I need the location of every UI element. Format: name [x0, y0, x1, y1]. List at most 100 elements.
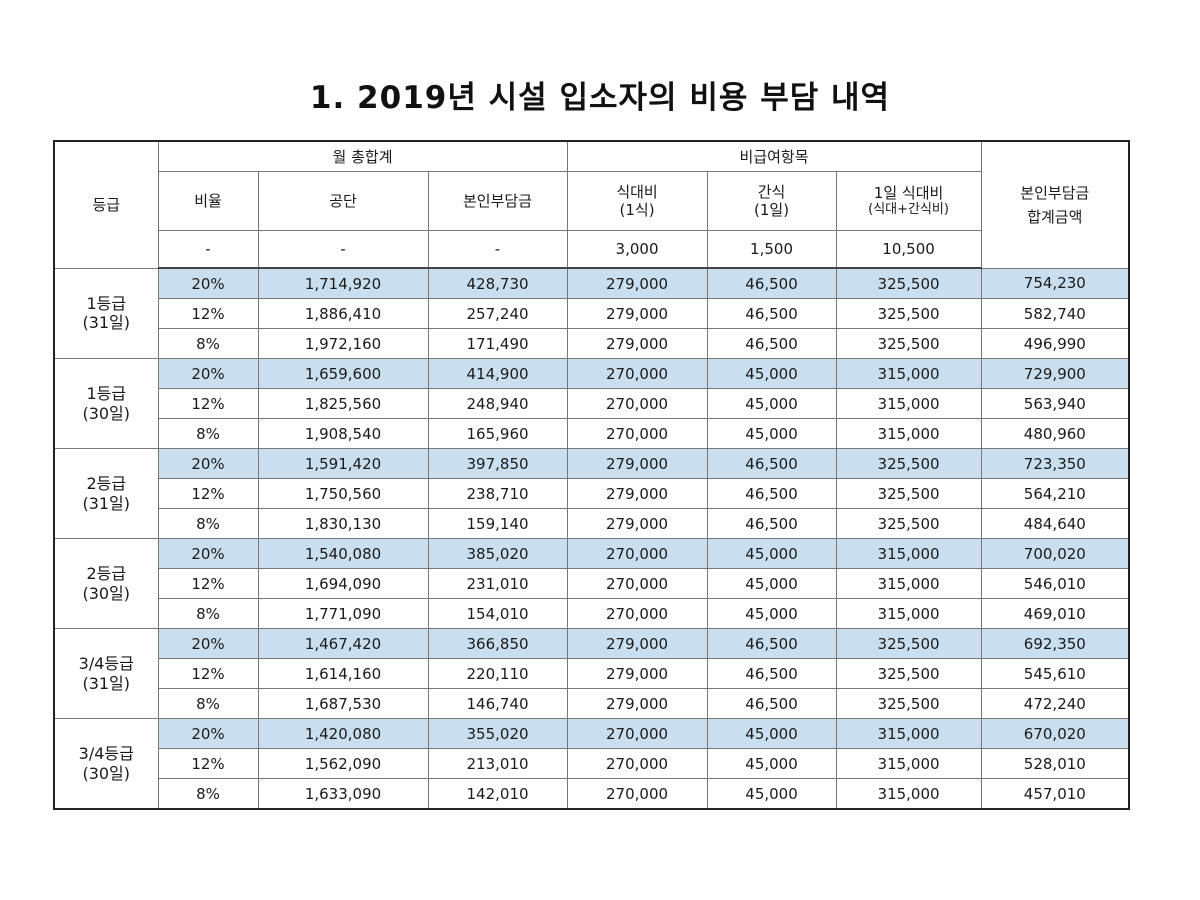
grade-days: (31일)	[82, 313, 131, 333]
meal-cell: 270,000	[566, 748, 708, 779]
cost-table: 등급 월 총합계 비급여항목 본인부담금 합계금액 비율 공단 본인부담금 식대…	[53, 140, 1131, 810]
header-total: 본인부담금 합계금액	[980, 140, 1130, 269]
gongdan-cell: 1,659,600	[257, 358, 429, 389]
snack-cell: 46,500	[706, 298, 837, 329]
unit-self-pay: -	[427, 230, 568, 269]
header-meal: 식대비 (1식)	[566, 171, 708, 231]
total-cell: 546,010	[980, 568, 1130, 599]
table-row: 8% 1,633,090 142,010 270,000 45,000 315,000 45…	[54, 778, 1130, 810]
self-pay-cell: 428,730	[427, 267, 568, 299]
gongdan-cell: 1,614,160	[257, 658, 429, 689]
ratio-cell: 8%	[157, 778, 259, 810]
header-grade: 등급	[53, 140, 159, 269]
grade-label: 3/4등급	[78, 654, 134, 674]
snack-cell: 45,000	[706, 748, 837, 779]
daily-cell: 315,000	[835, 568, 982, 599]
self-pay-cell: 142,010	[427, 778, 568, 810]
meal-cell: 270,000	[566, 568, 708, 599]
total-cell: 582,740	[980, 298, 1130, 329]
grade-cell: 1등급 (31일)	[53, 267, 159, 359]
table-row: 8% 1,771,090 154,010 270,000 45,000 315,000 46…	[54, 598, 1130, 629]
total-cell: 723,350	[980, 448, 1130, 479]
table-row: 8% 1,972,160 171,490 279,000 46,500 325,500 49…	[54, 328, 1130, 359]
daily-cell: 315,000	[835, 538, 982, 569]
grade-days: (30일)	[82, 583, 131, 603]
ratio-cell: 20%	[157, 358, 259, 389]
table-row: 12% 1,750,560 238,710 279,000 46,500 325,500 5…	[54, 478, 1130, 509]
unit-gongdan: -	[257, 230, 429, 269]
total-cell: 545,610	[980, 658, 1130, 689]
self-pay-cell: 220,110	[427, 658, 568, 689]
ratio-cell: 8%	[157, 598, 259, 629]
daily-cell: 315,000	[835, 418, 982, 449]
gongdan-cell: 1,687,530	[257, 688, 429, 719]
unit-meal: 3,000	[566, 230, 708, 269]
snack-cell: 45,000	[706, 538, 837, 569]
grade-label: 1등급	[86, 294, 127, 314]
ratio-cell: 12%	[157, 568, 259, 599]
daily-cell: 325,500	[835, 267, 982, 299]
snack-cell: 46,500	[706, 508, 837, 539]
meal-cell: 270,000	[566, 598, 708, 629]
ratio-cell: 12%	[157, 298, 259, 329]
gongdan-cell: 1,750,560	[257, 478, 429, 509]
header-snack: 간식 (1일)	[706, 171, 837, 231]
header-meal-line1: 식대비	[616, 183, 658, 201]
unit-snack: 1,500	[706, 230, 837, 269]
total-cell: 472,240	[980, 688, 1130, 719]
gongdan-cell: 1,972,160	[257, 328, 429, 359]
table-row: 2등급 (30일) 20% 1,540,080 385,020 270,000 45,000…	[53, 538, 1130, 629]
header-snack-line1: 간식	[757, 183, 786, 201]
self-pay-cell: 366,850	[427, 628, 568, 659]
meal-cell: 279,000	[566, 628, 708, 659]
table-row: 12% 1,825,560 248,940 270,000 45,000 315,000 5…	[54, 388, 1130, 419]
total-cell: 496,990	[980, 328, 1130, 359]
daily-cell: 325,500	[835, 328, 982, 359]
ratio-cell: 12%	[157, 388, 259, 419]
meal-cell: 270,000	[566, 778, 708, 810]
daily-cell: 325,500	[835, 478, 982, 509]
self-pay-cell: 213,010	[427, 748, 568, 779]
daily-cell: 315,000	[835, 358, 982, 389]
self-pay-cell: 159,140	[427, 508, 568, 539]
unit-daily: 10,500	[835, 230, 982, 269]
table-row: 12% 1,614,160 220,110 279,000 46,500 325,500 5…	[54, 658, 1130, 689]
meal-cell: 279,000	[566, 267, 708, 299]
gongdan-cell: 1,771,090	[257, 598, 429, 629]
header-daily: 1일 식대비 (식대+간식비)	[835, 171, 982, 231]
meal-cell: 279,000	[566, 688, 708, 719]
header-ratio: 비율	[157, 171, 259, 231]
header-total-line2: 합계금액	[1027, 207, 1083, 226]
ratio-cell: 8%	[157, 688, 259, 719]
snack-cell: 45,000	[706, 358, 837, 389]
snack-cell: 46,500	[706, 328, 837, 359]
snack-cell: 46,500	[706, 688, 837, 719]
table-row: 12% 1,562,090 213,010 270,000 45,000 315,000 5…	[54, 748, 1130, 779]
table-row: 12% 1,886,410 257,240 279,000 46,500 325,500 5…	[54, 298, 1130, 329]
daily-cell: 315,000	[835, 778, 982, 810]
header-gongdan: 공단	[257, 171, 429, 231]
meal-cell: 279,000	[566, 508, 708, 539]
total-cell: 729,900	[980, 358, 1130, 389]
table-row: 1등급 (30일) 20% 1,659,600 414,900 270,000 45,000…	[53, 358, 1130, 449]
header-row-2: 비율 공단 본인부담금 식대비 (1식) 간식 (1일) 1일 식대비 (식대+…	[54, 171, 1129, 231]
total-cell: 754,230	[980, 267, 1130, 299]
gongdan-cell: 1,420,080	[257, 718, 429, 749]
snack-cell: 46,500	[706, 478, 837, 509]
header-self-pay: 본인부담금	[427, 171, 568, 231]
unit-ratio: -	[157, 230, 259, 269]
daily-cell: 315,000	[835, 748, 982, 779]
gongdan-cell: 1,467,420	[257, 628, 429, 659]
ratio-cell: 20%	[157, 538, 259, 569]
table-row: 3/4등급 (31일) 20% 1,467,420 366,850 279,000 46,5…	[53, 628, 1130, 719]
snack-cell: 46,500	[706, 658, 837, 689]
header-row-1: 등급 월 총합계 비급여항목 본인부담금 합계금액	[53, 140, 1130, 269]
gongdan-cell: 1,633,090	[257, 778, 429, 810]
gongdan-cell: 1,908,540	[257, 418, 429, 449]
snack-cell: 46,500	[706, 628, 837, 659]
ratio-cell: 8%	[157, 328, 259, 359]
grade-cell: 1등급 (30일)	[53, 358, 159, 449]
gongdan-cell: 1,825,560	[257, 388, 429, 419]
total-cell: 480,960	[980, 418, 1130, 449]
table-row: 8% 1,687,530 146,740 279,000 46,500 325,500 47…	[54, 688, 1130, 719]
